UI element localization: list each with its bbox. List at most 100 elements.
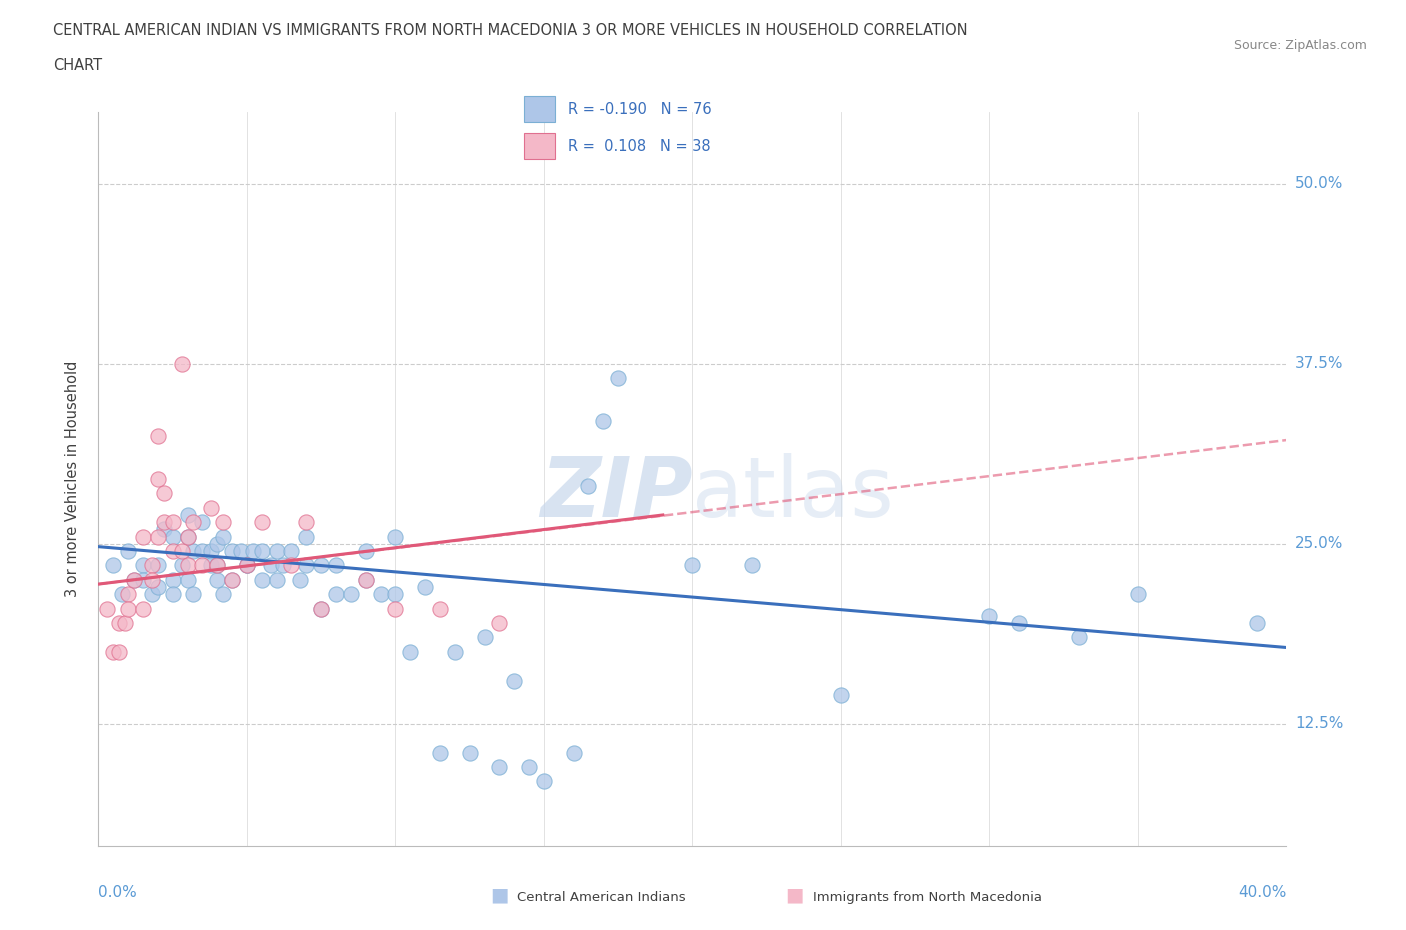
Point [1008,616,1031,631]
Point [221,572,243,587]
Point [176,529,198,544]
Text: 12.5%: 12.5% [1295,716,1343,731]
Point [271,558,294,573]
Point [413,579,436,594]
Point [117,601,139,616]
Point [221,543,243,558]
Point [103,558,125,573]
Point [114,616,136,631]
Point [236,558,259,573]
Text: Central American Indians: Central American Indians [517,891,686,904]
Text: 50.0%: 50.0% [1295,176,1343,192]
Point [250,572,273,587]
Point [191,514,214,529]
Point [162,572,184,587]
Point [205,537,228,551]
Point [176,572,198,587]
Point [146,579,169,594]
Point [117,543,139,558]
Point [503,673,526,688]
Point [309,558,332,573]
Point [384,529,406,544]
Point [162,587,184,602]
Point [152,522,174,537]
Text: ■: ■ [489,885,509,904]
Point [108,616,131,631]
Y-axis label: 3 or more Vehicles in Household: 3 or more Vehicles in Household [65,361,80,597]
Point [295,558,318,573]
Point [578,479,600,494]
Point [309,601,332,616]
Point [152,485,174,500]
Point [741,558,763,573]
Point [280,543,302,558]
Point [141,587,163,602]
Point [132,572,155,587]
Point [152,514,174,529]
Point [533,774,555,789]
Point [117,587,139,602]
Point [592,414,614,429]
Point [200,500,222,515]
Point [200,558,222,573]
Point [176,529,198,544]
Point [325,587,347,602]
Point [354,543,377,558]
Point [141,572,163,587]
Point [309,601,332,616]
Point [146,472,169,486]
Point [517,760,540,775]
Point [162,514,184,529]
Point [488,760,510,775]
Point [176,558,198,573]
Point [96,601,118,616]
Point [830,687,852,702]
Text: 0.0%: 0.0% [98,885,138,900]
Point [250,543,273,558]
Text: R = -0.190   N = 76: R = -0.190 N = 76 [568,102,711,117]
Point [488,616,510,631]
Point [205,572,228,587]
Point [170,543,193,558]
Point [280,558,302,573]
Point [183,514,205,529]
Point [458,745,481,760]
Point [205,558,228,573]
Point [141,558,163,573]
Point [429,601,451,616]
Point [562,745,585,760]
Point [146,558,169,573]
FancyBboxPatch shape [523,97,554,123]
Point [111,587,134,602]
Point [183,543,205,558]
Point [122,572,145,587]
Point [429,745,451,760]
Point [370,587,392,602]
Point [162,543,184,558]
Point [162,529,184,544]
Point [108,644,131,659]
Point [200,543,222,558]
Text: 37.5%: 37.5% [1295,356,1343,371]
Text: ZIP: ZIP [540,453,692,534]
Point [1067,630,1090,644]
Point [384,601,406,616]
Point [170,558,193,573]
Point [146,529,169,544]
Point [1126,587,1149,602]
Point [212,514,235,529]
Point [260,558,283,573]
Point [205,558,228,573]
Point [295,529,318,544]
Point [266,572,288,587]
Point [212,529,235,544]
Point [607,371,630,386]
Point [170,356,193,371]
Point [122,572,145,587]
Point [242,543,264,558]
Text: Source: ZipAtlas.com: Source: ZipAtlas.com [1233,39,1367,52]
Point [236,558,259,573]
Text: R =  0.108   N = 38: R = 0.108 N = 38 [568,139,711,154]
Point [132,601,155,616]
Text: atlas: atlas [692,453,894,534]
